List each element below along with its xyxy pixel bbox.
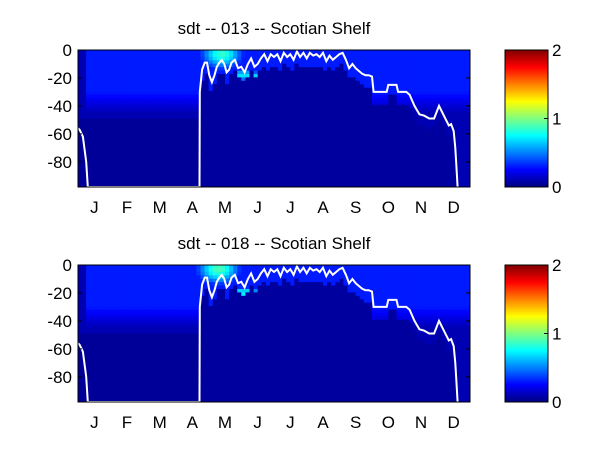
x-tick-label: O — [382, 413, 395, 432]
y-tick-label: -60 — [47, 125, 72, 144]
chart-title: sdt -- 013 -- Scotian Shelf — [178, 19, 371, 38]
x-tick-label: J — [90, 413, 99, 432]
y-tick-label: -80 — [47, 368, 72, 387]
x-tick-label: D — [448, 413, 460, 432]
axes-frame — [77, 49, 471, 188]
x-tick-label: A — [187, 198, 199, 217]
x-tick-label: J — [286, 413, 295, 432]
mixed-layer-depth-line — [78, 50, 459, 187]
y-tick-label: -40 — [47, 312, 72, 331]
colorbar — [504, 49, 549, 188]
x-tick-label: S — [350, 413, 361, 432]
y-tick-label: -60 — [47, 340, 72, 359]
x-tick-label: F — [122, 413, 132, 432]
colorbar-tick-label: 2 — [552, 256, 561, 275]
colorbar — [504, 264, 549, 403]
x-tick-label: J — [90, 198, 99, 217]
mixed-layer-depth-line — [78, 265, 459, 402]
x-tick-label: J — [286, 198, 295, 217]
x-tick-label: A — [317, 413, 329, 432]
x-tick-label: N — [415, 198, 427, 217]
y-tick-label: -40 — [47, 97, 72, 116]
colorbar-tick-label: 1 — [552, 325, 561, 344]
x-tick-label: D — [448, 198, 460, 217]
colorbar-tick-label: 0 — [552, 393, 561, 412]
x-tick-label: J — [253, 413, 262, 432]
x-tick-label: N — [415, 413, 427, 432]
y-tick-label: 0 — [63, 41, 72, 60]
x-tick-label: M — [153, 413, 167, 432]
y-tick-label: -20 — [47, 69, 72, 88]
axes-frame — [77, 264, 471, 403]
y-tick-label: -80 — [47, 153, 72, 172]
heatmap-field — [78, 265, 470, 402]
x-tick-label: F — [122, 198, 132, 217]
x-tick-label: S — [350, 198, 361, 217]
x-tick-label: A — [317, 198, 329, 217]
x-tick-label: O — [382, 198, 395, 217]
colorbar-tick-label: 0 — [552, 178, 561, 197]
x-tick-label: M — [153, 198, 167, 217]
y-tick-label: 0 — [63, 256, 72, 275]
colorbar-tick-label: 2 — [552, 41, 561, 60]
x-tick-label: J — [253, 198, 262, 217]
y-tick-label: -20 — [47, 284, 72, 303]
heatmap-field — [78, 50, 470, 187]
chart-title: sdt -- 018 -- Scotian Shelf — [178, 234, 371, 253]
colorbar-tick-label: 1 — [552, 110, 561, 129]
x-tick-label: M — [218, 413, 232, 432]
x-tick-label: A — [187, 413, 199, 432]
x-tick-label: M — [218, 198, 232, 217]
